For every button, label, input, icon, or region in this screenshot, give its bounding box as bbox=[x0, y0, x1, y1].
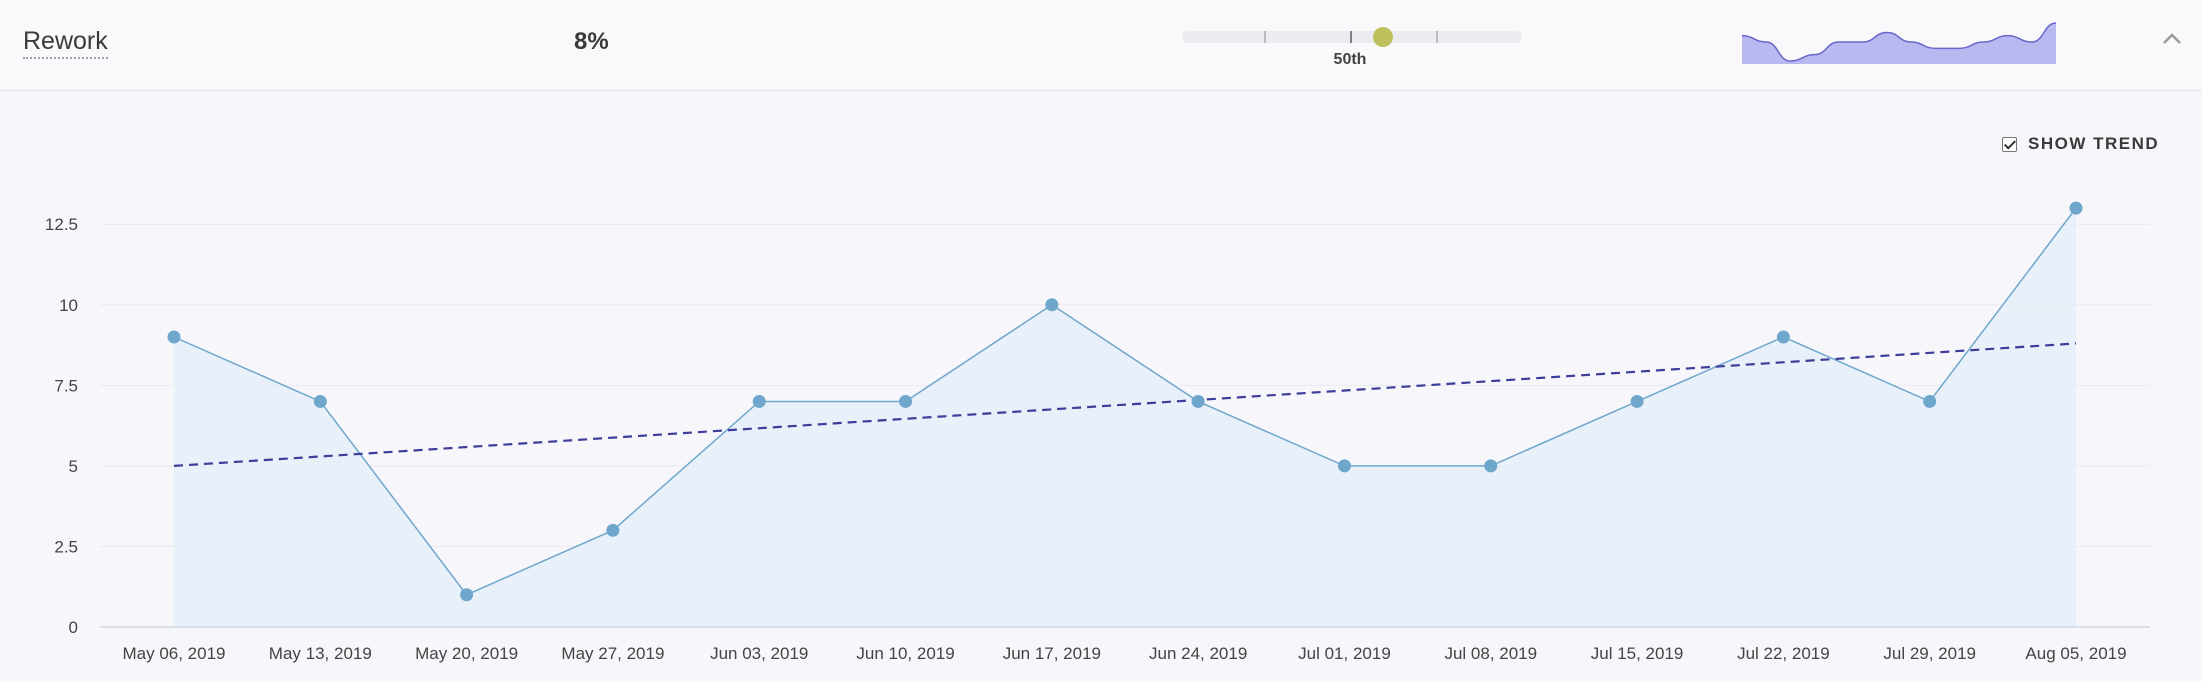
data-point bbox=[606, 523, 620, 537]
chevron-up-icon[interactable] bbox=[2160, 29, 2184, 49]
data-point bbox=[1191, 394, 1205, 408]
x-tick-label: Jun 17, 2019 bbox=[1003, 644, 1101, 663]
data-point bbox=[460, 588, 474, 602]
data-point bbox=[899, 394, 913, 408]
data-point bbox=[313, 394, 327, 408]
x-tick-label: May 13, 2019 bbox=[269, 644, 372, 663]
data-point bbox=[752, 394, 766, 408]
data-point bbox=[167, 330, 181, 344]
trend-line bbox=[173, 342, 2077, 467]
y-tick-label: 5 bbox=[69, 457, 78, 476]
metric-header: Rework 8% 50th bbox=[0, 0, 2202, 91]
series-area bbox=[174, 208, 2076, 627]
x-tick-label: May 06, 2019 bbox=[122, 644, 225, 663]
metric-name[interactable]: Rework bbox=[23, 26, 108, 59]
data-point bbox=[1045, 298, 1059, 312]
data-point bbox=[1484, 459, 1498, 473]
x-tick-label: Jun 24, 2019 bbox=[1149, 644, 1247, 663]
y-tick-label: 0 bbox=[69, 618, 78, 637]
percentile-tick bbox=[1264, 31, 1266, 43]
x-tick-label: Jul 15, 2019 bbox=[1591, 644, 1684, 663]
show-trend-label: SHOW TREND bbox=[2028, 134, 2160, 153]
x-tick-label: Jun 10, 2019 bbox=[856, 644, 954, 663]
percentile-tick-median bbox=[1350, 31, 1352, 43]
x-tick-label: May 20, 2019 bbox=[415, 644, 518, 663]
data-point bbox=[1630, 394, 1644, 408]
y-tick-label: 7.5 bbox=[54, 376, 78, 395]
x-tick-label: Jul 22, 2019 bbox=[1737, 644, 1830, 663]
show-trend-checkbox[interactable] bbox=[2002, 136, 2017, 152]
data-point bbox=[1923, 394, 1937, 408]
data-point bbox=[2069, 201, 2083, 215]
y-tick-label: 10 bbox=[59, 296, 78, 315]
percentile-marker bbox=[1372, 27, 1393, 47]
x-tick-label: Jul 08, 2019 bbox=[1444, 644, 1537, 663]
x-tick-label: Aug 05, 2019 bbox=[2025, 644, 2126, 663]
x-tick-label: May 27, 2019 bbox=[561, 644, 664, 663]
y-tick-label: 12.5 bbox=[45, 215, 78, 234]
percentile-tick bbox=[1436, 31, 1438, 43]
y-tick-label: 2.5 bbox=[54, 537, 78, 556]
percentile-label: 50th bbox=[1333, 51, 1367, 68]
series-line bbox=[173, 207, 2077, 596]
x-tick-label: Jul 29, 2019 bbox=[1883, 644, 1976, 663]
sparkline bbox=[1742, 22, 2056, 64]
data-point bbox=[1337, 459, 1351, 473]
metric-value: 8% bbox=[574, 28, 609, 55]
percentile-slider bbox=[1182, 27, 1522, 47]
x-tick-label: Jun 03, 2019 bbox=[710, 644, 808, 663]
show-trend-toggle[interactable]: SHOW TREND bbox=[2002, 134, 2159, 154]
sparkline-line bbox=[1742, 22, 2056, 62]
data-point bbox=[1776, 330, 1790, 344]
x-tick-label: Jul 01, 2019 bbox=[1298, 644, 1391, 663]
